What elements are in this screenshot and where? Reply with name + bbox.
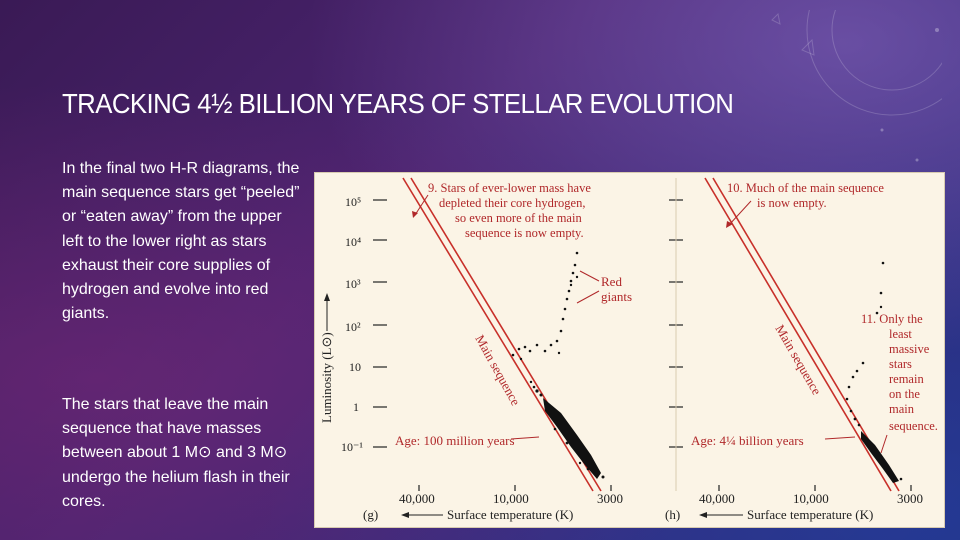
main-sequence-label: Main sequence [472,332,523,408]
x-tick-label: 10,000 [493,491,529,506]
y-tick-label: 10² [345,320,361,334]
body-paragraph-1: In the final two H-R diagrams, the main … [62,160,300,323]
panel-g: 9. Stars of ever-lower mass have deplete… [363,177,632,522]
y-axis-label: Luminosity (L⊙) [319,332,334,423]
x-tick-label: 10,000 [793,491,829,506]
background-decoration [771,10,942,162]
annotation-line: remain [889,372,924,386]
annotation-line: on the [889,387,920,401]
age-label: Age: 4¼ billion years [691,433,804,448]
x-tick-label: 3000 [597,491,623,506]
x-tick-label: 40,000 [399,491,435,506]
annotation-line: is now empty. [757,196,827,210]
annotation-9: 9. Stars of ever-lower mass have deplete… [428,181,591,240]
y-tick-label: 1 [353,400,359,414]
annotation-10: 10. Much of the main sequence is now emp… [727,181,884,210]
y-tick-label: 10⁻¹ [341,440,363,454]
annotation-line: 11. Only the [861,312,923,326]
y-tick-label: 10⁵ [345,195,361,209]
annotation-line: stars [889,357,912,371]
annotation-line: sequence. [889,419,938,433]
hr-diagram-figure: 10⁵ 10⁴ 10³ 10² 10 1 10⁻¹ Luminosity (L⊙… [314,172,945,528]
x-tick-labels: 40,000 10,000 3000 [399,491,623,506]
x-axis-label: Surface temperature (K) [447,507,573,522]
x-tick-label: 40,000 [699,491,735,506]
annotation-line: sequence is now empty. [465,226,584,240]
main-sequence-label: Main sequence [772,322,824,398]
x-tick-labels: 40,000 10,000 3000 [699,491,923,506]
annotation-red-giants: Red giants [601,274,632,304]
annotation-11: 11. Only the least massive stars remain … [861,312,938,433]
annotation-line: giants [601,289,632,304]
panel-label-h: (h) [665,507,680,522]
annotation-line: Red [601,274,622,289]
y-ticks-left [373,199,387,448]
annotation-line: massive [889,342,930,356]
panel-label-g: (g) [363,507,378,522]
annotation-line: so even more of the main [455,211,582,225]
y-tick-labels: 10⁵ 10⁴ 10³ 10² 10 1 10⁻¹ [341,195,363,454]
age-label: Age: 100 million years [395,433,515,448]
y-tick-label: 10 [349,360,361,374]
body-paragraph-2: The stars that leave the main sequence t… [62,396,290,510]
x-axis-label: Surface temperature (K) [747,507,873,522]
annotation-line: depleted their core hydrogen, [439,196,585,210]
x-tick-label: 3000 [897,491,923,506]
annotation-line: 9. Stars of ever-lower mass have [428,181,591,195]
y-tick-label: 10³ [345,277,361,291]
annotation-line: main [889,402,915,416]
panel-h: 10. Much of the main sequence is now emp… [665,177,938,522]
annotation-line: 10. Much of the main sequence [727,181,884,195]
annotation-line: least [889,327,912,341]
slide-title: TRACKING 4½ BILLION YEARS OF STELLAR EVO… [62,88,734,119]
y-tick-label: 10⁴ [345,235,361,249]
